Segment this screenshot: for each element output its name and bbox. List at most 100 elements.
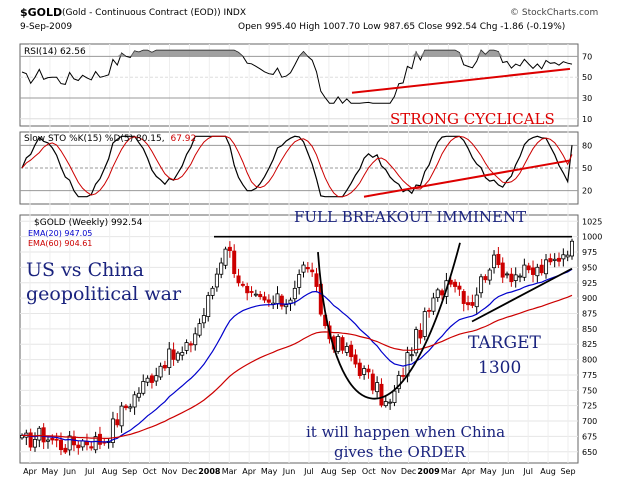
sto-trendline xyxy=(363,159,571,198)
candle-body xyxy=(128,406,133,409)
candle-body xyxy=(440,290,445,296)
candle-body xyxy=(539,264,544,274)
chart-symbol: $GOLD xyxy=(20,6,63,19)
candle-body xyxy=(210,287,215,296)
x-tick-label: Aug xyxy=(540,467,556,476)
candle-body xyxy=(32,439,37,448)
x-tick-label: Oct xyxy=(362,467,376,476)
sto-series xyxy=(20,135,578,198)
sto-d-line xyxy=(21,135,573,198)
annotation-china-line1: it will happen when China xyxy=(306,423,505,441)
candle-body xyxy=(219,262,224,275)
open-label: Open xyxy=(238,22,263,32)
candle-body xyxy=(184,342,189,351)
candle-body xyxy=(288,299,293,304)
x-tick-label: May xyxy=(261,467,278,476)
candle-body xyxy=(28,432,33,448)
candle-body xyxy=(167,348,172,368)
annotation-overlays xyxy=(214,67,573,400)
candle-body xyxy=(162,364,167,369)
candle-body xyxy=(544,259,549,275)
candle-body xyxy=(284,304,289,308)
candle-body xyxy=(119,405,124,427)
x-tick-label: Apr xyxy=(242,467,257,476)
candle-body xyxy=(414,329,419,354)
rsi-series xyxy=(20,49,578,120)
price-tick-label: 675 xyxy=(582,432,597,441)
candle-body xyxy=(123,405,128,409)
x-tick-label: Jun xyxy=(282,467,296,476)
high-value: 1007.70 xyxy=(322,22,361,32)
candle-body xyxy=(370,373,375,391)
brand-label[interactable]: © StockCharts.com xyxy=(510,8,599,18)
candle-body xyxy=(422,311,427,337)
close-value: 992.54 xyxy=(445,22,477,32)
candle-body xyxy=(565,254,570,258)
candle-body xyxy=(54,438,59,441)
candle-body xyxy=(227,246,232,251)
candle-body xyxy=(249,291,254,293)
candle-body xyxy=(314,273,319,287)
candle-body xyxy=(245,285,250,294)
candle-body xyxy=(45,439,50,442)
candle-body xyxy=(466,302,471,306)
open-value: 995.40 xyxy=(264,22,297,32)
candle-body xyxy=(344,346,349,353)
candle-body xyxy=(557,257,562,262)
candle-body xyxy=(58,439,63,451)
annotation-china-line2: gives the ORDER xyxy=(334,443,466,461)
candle-body xyxy=(479,276,484,294)
price-tick-label: 925 xyxy=(582,279,597,288)
candle-body xyxy=(457,285,462,290)
x-tick-label: Mar xyxy=(441,467,457,476)
candle-body xyxy=(552,258,557,261)
price-tick-label: 1025 xyxy=(582,217,602,226)
chg-label: Chg xyxy=(479,22,498,32)
close-label: Close xyxy=(417,22,443,32)
candle-body xyxy=(253,293,258,296)
x-tick-label: Dec xyxy=(401,467,416,476)
candle-body xyxy=(522,264,527,278)
cup-curve xyxy=(317,242,461,400)
high-label: High xyxy=(299,22,320,32)
candle-body xyxy=(266,299,271,303)
low-value: 987.65 xyxy=(383,22,416,32)
candle-body xyxy=(149,375,154,383)
candle-body xyxy=(483,276,488,281)
candle-body xyxy=(496,253,501,266)
price-tick-label: 800 xyxy=(582,356,597,365)
x-tick-label: Apr xyxy=(23,467,38,476)
candle-body xyxy=(362,368,367,375)
candle-body xyxy=(41,427,46,443)
price-tick-label: 725 xyxy=(582,402,597,411)
candle-body xyxy=(206,295,211,317)
candle-body xyxy=(171,349,176,360)
candle-body xyxy=(349,344,354,358)
candle-body xyxy=(223,248,228,266)
x-tick-label: Jun xyxy=(63,467,77,476)
annotation-full-breakout: FULL BREAKOUT IMMINENT xyxy=(294,208,526,226)
price-tick-label: 750 xyxy=(582,386,597,395)
candle-body xyxy=(279,295,284,307)
price-tick-label: 700 xyxy=(582,417,597,426)
candle-body xyxy=(401,375,406,377)
x-tick-label: May xyxy=(480,467,497,476)
ema20-line xyxy=(21,268,573,443)
candle-body xyxy=(115,419,120,426)
x-tick-label: Aug xyxy=(102,467,118,476)
price-tick-label: 875 xyxy=(582,309,597,318)
candle-body xyxy=(427,309,432,312)
candle-body xyxy=(110,418,115,443)
rsi-tick-label: 10 xyxy=(582,115,592,124)
candle-body xyxy=(392,390,397,404)
candle-body xyxy=(396,375,401,390)
candle-body xyxy=(93,436,98,451)
candle-body xyxy=(474,294,479,308)
ema60-label: EMA(60) 904.61 xyxy=(28,239,92,248)
candle-body xyxy=(409,354,414,357)
candle-body xyxy=(141,381,146,394)
candle-body xyxy=(435,289,440,298)
rsi-trendline xyxy=(351,67,571,94)
price-tick-label: 950 xyxy=(582,263,597,272)
x-tick-label: Jun xyxy=(501,467,515,476)
